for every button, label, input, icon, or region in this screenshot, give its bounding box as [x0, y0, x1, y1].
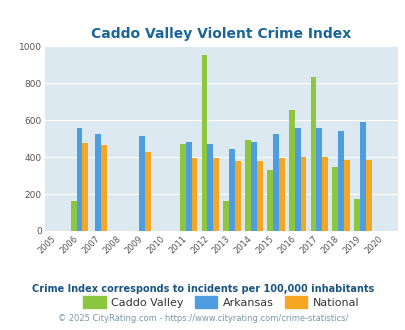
Bar: [179, 144, 185, 231]
Bar: [191, 158, 197, 231]
Bar: [315, 128, 322, 231]
Bar: [201, 55, 207, 231]
Bar: [185, 142, 191, 231]
Legend: Caddo Valley, Arkansas, National: Caddo Valley, Arkansas, National: [79, 292, 362, 312]
Bar: [95, 134, 101, 231]
Bar: [234, 161, 241, 231]
Bar: [353, 199, 359, 231]
Bar: [223, 201, 229, 231]
Bar: [337, 131, 343, 231]
Bar: [101, 145, 107, 231]
Bar: [139, 136, 145, 231]
Bar: [229, 149, 234, 231]
Text: © 2025 CityRating.com - https://www.cityrating.com/crime-statistics/: © 2025 CityRating.com - https://www.city…: [58, 314, 347, 323]
Bar: [213, 158, 219, 231]
Bar: [256, 161, 262, 231]
Bar: [245, 141, 250, 231]
Bar: [300, 157, 306, 231]
Bar: [288, 110, 294, 231]
Text: Crime Index corresponds to incidents per 100,000 inhabitants: Crime Index corresponds to incidents per…: [32, 284, 373, 294]
Bar: [250, 142, 256, 231]
Bar: [145, 151, 151, 231]
Title: Caddo Valley Violent Crime Index: Caddo Valley Violent Crime Index: [91, 27, 351, 41]
Bar: [207, 144, 213, 231]
Bar: [322, 157, 327, 231]
Bar: [343, 160, 349, 231]
Bar: [294, 128, 300, 231]
Bar: [272, 134, 278, 231]
Bar: [359, 122, 365, 231]
Bar: [365, 160, 371, 231]
Bar: [310, 77, 315, 231]
Bar: [70, 201, 77, 231]
Bar: [332, 167, 337, 231]
Bar: [278, 158, 284, 231]
Bar: [77, 128, 82, 231]
Bar: [82, 143, 88, 231]
Bar: [266, 170, 272, 231]
